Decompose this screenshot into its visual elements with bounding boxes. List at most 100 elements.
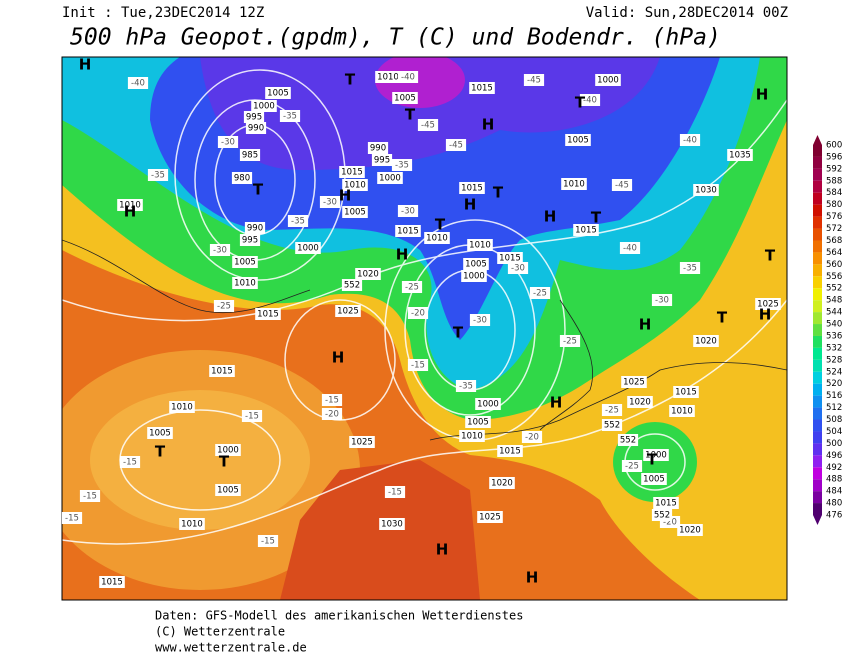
- isobar-label-box: [461, 270, 487, 282]
- isobar-label: 1030: [381, 520, 403, 530]
- colorbar-segment: [813, 145, 822, 157]
- temperature-label-box: [469, 314, 491, 326]
- isobar-label: 995: [242, 236, 258, 246]
- pressure-center: T: [591, 209, 602, 227]
- isobar-label: 1015: [499, 254, 521, 264]
- pressure-center: T: [435, 216, 446, 234]
- isobar-label-box: [99, 576, 125, 588]
- temperature-label-box: [321, 408, 343, 420]
- temperature-label: -45: [421, 121, 435, 131]
- temperature-label-box: [407, 307, 429, 319]
- isobar-label-box: [621, 376, 647, 388]
- temperature-label-box: [621, 460, 643, 472]
- isobar-label: 1000: [217, 446, 239, 456]
- temperature-label-box: [279, 110, 301, 122]
- colorbar-segment: [813, 503, 822, 515]
- colorbar-segment: [813, 324, 822, 336]
- isobar-label-box: [677, 524, 703, 536]
- isobar-label: 1010: [461, 432, 483, 442]
- isobar-label-box: [255, 308, 281, 320]
- isobar-label-box: [565, 134, 591, 146]
- footer-line: Daten: GFS-Modell des amerikanischen Wet…: [155, 609, 523, 623]
- isobar-label-box: [489, 477, 515, 489]
- isobar-label: 1005: [465, 260, 487, 270]
- colorbar-label: 532: [826, 343, 842, 353]
- colorbar-label: 548: [826, 296, 842, 306]
- isobar-label: 1005: [234, 258, 256, 268]
- isobar-label: 1010: [377, 73, 399, 83]
- isobar-label: 1005: [217, 486, 239, 496]
- isobar-label-box: [463, 258, 489, 270]
- colorbar-label: 564: [826, 248, 842, 258]
- isobar-label: 1010: [426, 234, 448, 244]
- isobar-label: 1000: [597, 76, 619, 86]
- colorbar-segment: [813, 443, 822, 456]
- colorbar-label: 500: [826, 439, 842, 449]
- isobar-label: 990: [248, 124, 264, 134]
- isobar-label-box: [669, 405, 695, 417]
- isobar-label: 1010: [171, 403, 193, 413]
- height-label: 552: [654, 511, 670, 521]
- colorbar-label: 576: [826, 212, 842, 222]
- isobar-label-box: [231, 172, 253, 184]
- colorbar-segment: [813, 156, 822, 169]
- isobar-label: 1020: [491, 479, 513, 489]
- colorbar-label: 476: [826, 511, 842, 521]
- isobar-label: 1015: [575, 226, 597, 236]
- colorbar-label: 572: [826, 224, 842, 234]
- isobar-label: 1005: [267, 89, 289, 99]
- isobar-label-box: [673, 386, 699, 398]
- colorbar-segment: [813, 383, 822, 396]
- isobar-label: 1005: [567, 136, 589, 146]
- colorbar-label: 544: [826, 308, 842, 318]
- colorbar-segment: [813, 419, 822, 432]
- colorbar-label: 480: [826, 499, 842, 509]
- temperature-label-box: [79, 490, 101, 502]
- isobar-label: 980: [234, 174, 250, 184]
- temperature-label: -45: [449, 141, 463, 151]
- temperature-label-box: [507, 262, 529, 274]
- temperature-label: -30: [511, 264, 525, 274]
- isobar-label-box: [371, 154, 393, 166]
- isobar-label: 1015: [655, 499, 677, 509]
- colorbar-segment: [813, 312, 822, 325]
- temperature-label-box: [319, 196, 341, 208]
- pressure-center: H: [464, 196, 477, 214]
- colorbar-segment: [813, 395, 822, 408]
- isobar-label: 1000: [645, 451, 667, 461]
- isobar-label-box: [355, 268, 381, 280]
- temperature-label-box: [559, 335, 581, 347]
- isobar-label: 1020: [629, 398, 651, 408]
- temperature-label-box: [601, 404, 623, 416]
- colorbar-label: 528: [826, 355, 842, 365]
- isobar-label-box: [459, 182, 485, 194]
- temperature-label-box: [384, 486, 406, 498]
- isobar-label-box: [465, 416, 491, 428]
- isobar-label: 1010: [119, 201, 141, 211]
- isobar-label: 1015: [461, 184, 483, 194]
- isobar-label-box: [477, 511, 503, 523]
- isobar-label-box: [342, 206, 368, 218]
- temperature-label: -25: [563, 337, 577, 347]
- height-label-box: [617, 434, 639, 446]
- isobar-label-box: [265, 87, 291, 99]
- colorbar-segment: [813, 467, 822, 480]
- isobar-label-box: [169, 401, 195, 413]
- colorbar-label: 556: [826, 272, 842, 282]
- isobar-label: 1025: [351, 438, 373, 448]
- colorbar-label: 524: [826, 367, 842, 377]
- colorbar-label: 584: [826, 188, 842, 198]
- isobar-label-box: [335, 305, 361, 317]
- colorbar-label: 496: [826, 451, 842, 461]
- colorbar-segment: [813, 479, 822, 492]
- isobar-label-box: [693, 184, 719, 196]
- temperature-label-box: [651, 294, 673, 306]
- pressure-center: H: [759, 306, 772, 324]
- pressure-center: T: [717, 309, 728, 327]
- colorbar-label: 540: [826, 320, 842, 330]
- isobar-label: 1020: [695, 337, 717, 347]
- temperature-label: -35: [283, 112, 297, 122]
- temperature-label: -25: [405, 283, 419, 293]
- colorbar-segment: [813, 276, 822, 289]
